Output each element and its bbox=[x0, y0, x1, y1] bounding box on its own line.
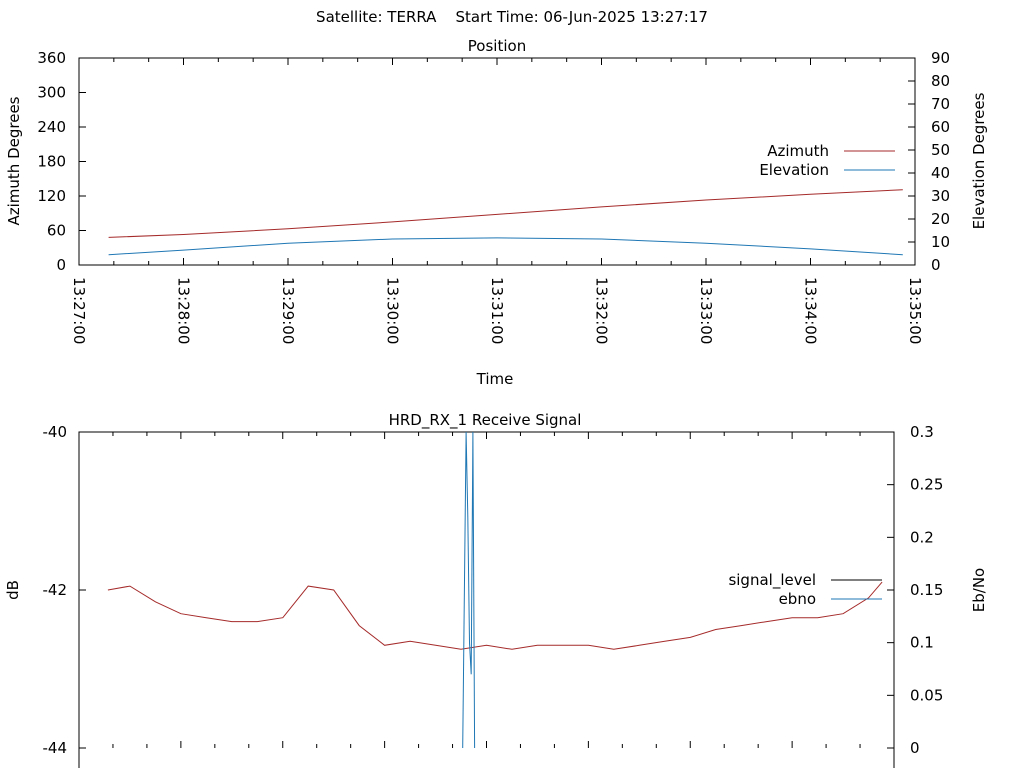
position-legend-label: Azimuth bbox=[767, 142, 829, 160]
position-x-tick-label: 13:34:00 bbox=[802, 277, 820, 344]
receive-signal-plot-frame bbox=[78, 431, 895, 768]
position-x-tick-label: 13:35:00 bbox=[906, 277, 924, 344]
receive-signal-y2-tick-label: 0.15 bbox=[910, 581, 943, 599]
receive-signal-y-tick-label: -44 bbox=[43, 739, 68, 757]
receive-signal-chart: HRD_RX_1 Receive Signal dB Eb/No -44-42-… bbox=[4, 411, 988, 768]
receive-signal-chart-title: HRD_RX_1 Receive Signal bbox=[389, 411, 582, 430]
receive-signal-series-signal-level bbox=[107, 581, 883, 650]
receive-signal-y2-tick-label: 0.1 bbox=[910, 634, 934, 652]
position-y2-tick-label: 30 bbox=[931, 187, 950, 205]
receive-signal-legend-label: ebno bbox=[779, 590, 816, 608]
position-y2-tick-label: 20 bbox=[931, 210, 950, 228]
receive-signal-legend-label: signal_level bbox=[728, 571, 816, 590]
receive-signal-y2-axis-label: Eb/No bbox=[970, 568, 988, 612]
position-y-tick-label: 180 bbox=[37, 153, 66, 171]
receive-signal-series-ebno bbox=[462, 431, 476, 749]
position-chart-title: Position bbox=[468, 37, 526, 55]
position-y2-tick-label: 90 bbox=[931, 49, 950, 67]
position-legend-label: Elevation bbox=[759, 161, 829, 179]
position-x-tick-label: 13:29:00 bbox=[279, 277, 297, 344]
position-x-tick-label: 13:30:00 bbox=[384, 277, 402, 344]
position-y-tick-label: 120 bbox=[37, 187, 66, 205]
position-y-tick-label: 60 bbox=[47, 222, 66, 240]
position-x-tick-label: 13:31:00 bbox=[488, 277, 506, 344]
receive-signal-series bbox=[107, 431, 883, 749]
position-y2-axis-label: Elevation Degrees bbox=[970, 92, 988, 229]
position-y2-tick-label: 10 bbox=[931, 233, 950, 251]
position-y-tick-label: 300 bbox=[37, 84, 66, 102]
position-chart: Position Time Azimuth Degrees Elevation … bbox=[5, 37, 988, 388]
position-y2-tick-label: 60 bbox=[931, 118, 950, 136]
position-y-tick-label: 360 bbox=[37, 49, 66, 67]
receive-signal-y-axis-label: dB bbox=[4, 580, 22, 600]
position-y-axis-label: Azimuth Degrees bbox=[5, 96, 23, 225]
position-y-tick-label: 0 bbox=[56, 256, 66, 274]
header-title: Satellite: TERRA Start Time: 06-Jun-2025… bbox=[316, 8, 708, 26]
position-x-axis-label: Time bbox=[476, 370, 514, 388]
receive-signal-y2-tick-label: 0.05 bbox=[910, 686, 943, 704]
position-series-Elevation bbox=[108, 237, 903, 256]
position-y-tick-label: 240 bbox=[37, 118, 66, 136]
position-ticks: 0 60 120 180 240 300 360 0 10 20 30 40 50 60 70 80 90 13:… bbox=[37, 49, 950, 344]
position-y2-tick-label: 40 bbox=[931, 164, 950, 182]
position-x-tick-label: 13:28:00 bbox=[175, 277, 193, 344]
receive-signal-y2-tick-label: 0.3 bbox=[910, 423, 934, 441]
position-y2-tick-label: 0 bbox=[931, 256, 941, 274]
receive-signal-y-tick-label: -42 bbox=[43, 581, 68, 599]
position-x-tick-label: 13:27:00 bbox=[70, 277, 88, 344]
receive-signal-y2-tick-label: 0.2 bbox=[910, 528, 934, 546]
receive-signal-y-tick-label: -40 bbox=[43, 423, 68, 441]
position-y2-tick-label: 70 bbox=[931, 95, 950, 113]
receive-signal-ticks: -44 -42 -40 0 0.05 0.1 0.15 0.2 0.25 0.3 bbox=[43, 423, 944, 757]
position-x-tick-label: 13:33:00 bbox=[697, 277, 715, 344]
position-y2-tick-label: 80 bbox=[931, 72, 950, 90]
position-y2-tick-label: 50 bbox=[931, 141, 950, 159]
position-x-tick-label: 13:32:00 bbox=[593, 277, 611, 344]
receive-signal-y2-tick-label: 0 bbox=[910, 739, 920, 757]
position-series-Azimuth bbox=[108, 189, 903, 238]
receive-signal-y2-tick-label: 0.25 bbox=[910, 476, 943, 494]
position-series bbox=[108, 189, 903, 256]
